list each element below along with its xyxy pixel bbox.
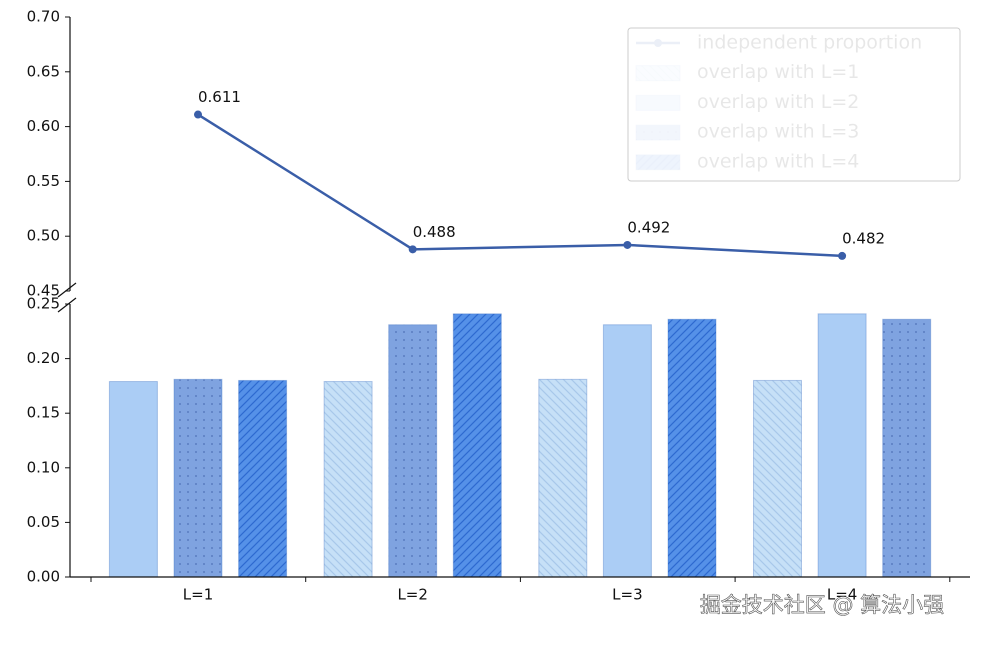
bar — [452, 313, 502, 578]
bar — [108, 381, 158, 578]
point — [194, 110, 202, 119]
y-tick-label: 0.50 — [27, 227, 60, 245]
bar — [667, 318, 717, 578]
y-tick-label: 0.05 — [27, 513, 60, 531]
y-tick-label: 0.00 — [27, 568, 60, 586]
x-tick-label: L=1 — [183, 586, 213, 604]
x-tick-label: L=3 — [612, 586, 642, 604]
y-tick-label: 0.60 — [27, 117, 60, 135]
bar — [238, 379, 288, 578]
data-label: 0.488 — [413, 223, 456, 241]
bar — [817, 313, 867, 578]
y-tick-label: 0.55 — [27, 172, 60, 190]
y-tick-label: 0.45 — [27, 282, 60, 300]
x-tick-label: L=4 — [827, 586, 857, 604]
x-tick-label: L=2 — [397, 586, 427, 604]
bar — [173, 378, 223, 578]
watermark: 掘金技术社区 @ 算法小强 — [700, 593, 944, 617]
bar — [602, 324, 652, 578]
point — [838, 251, 847, 260]
legend-box — [627, 27, 961, 182]
bar — [538, 378, 588, 578]
bar — [882, 318, 932, 578]
y-tick-label: 0.15 — [27, 404, 60, 422]
point — [408, 245, 417, 254]
bar — [323, 381, 373, 578]
y-tick-label: 0.10 — [27, 458, 60, 476]
y-tick-label: 0.25 — [27, 295, 60, 313]
axis-break — [57, 297, 77, 313]
bar — [388, 324, 438, 578]
axis-break — [57, 282, 77, 298]
point — [623, 240, 632, 249]
y-tick-label: 0.20 — [27, 349, 60, 367]
bar — [753, 379, 802, 578]
y-tick-label: 0.65 — [27, 62, 60, 80]
data-label: 0.611 — [198, 88, 241, 106]
data-label: 0.492 — [627, 218, 670, 236]
data-label: 0.482 — [842, 229, 885, 247]
y-tick-label: 0.70 — [27, 8, 60, 26]
line — [197, 113, 843, 258]
